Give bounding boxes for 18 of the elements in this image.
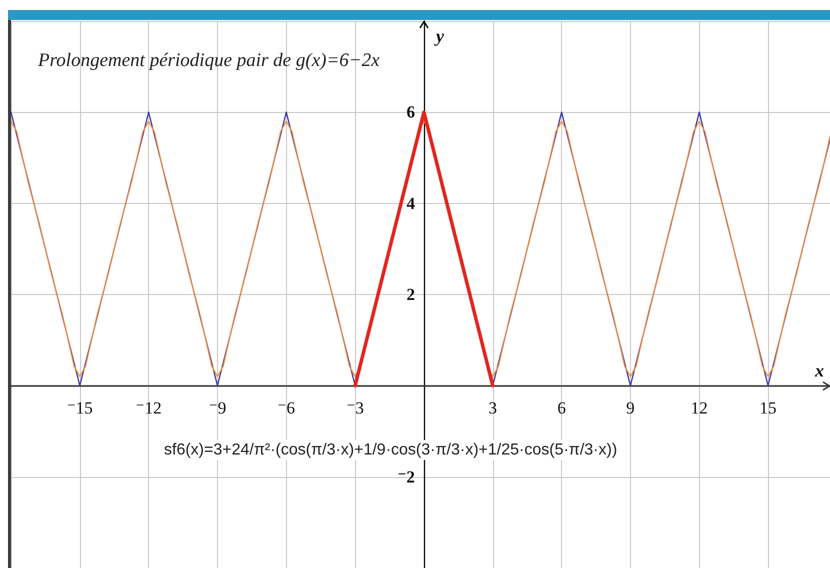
x-tick-label: ⁻12 xyxy=(136,398,162,418)
text: Prolongement périodique pair de g(x)=6−2x xyxy=(37,50,380,71)
y-tick-label: 6 xyxy=(406,102,415,122)
x-tick-label: 9 xyxy=(626,398,635,418)
x-tick-label: ⁻9 xyxy=(208,398,226,418)
x-axis-title: x xyxy=(814,360,824,381)
y-tick-label: ⁻2 xyxy=(397,467,415,486)
x-tick-label: ⁻6 xyxy=(278,398,296,418)
y-tick-label: 4 xyxy=(406,194,416,213)
y-axis-title: y xyxy=(434,26,445,46)
x-tick-label: ⁻3 xyxy=(346,398,364,418)
x-tick-label: 3 xyxy=(488,398,498,418)
x-tick-label: 12 xyxy=(690,398,708,418)
x-tick-label: ⁻15 xyxy=(66,398,93,418)
annotation: sf6(x)=3+24/π²·(cos(π/3·x)+1/9·cos(3·π/3·x)+1/25·cos(5·π/3·x)) xyxy=(164,442,618,458)
x-tick-label: 15 xyxy=(760,398,777,418)
x-tick-label: 6 xyxy=(557,398,566,418)
y-tick-label: 2 xyxy=(406,285,415,304)
